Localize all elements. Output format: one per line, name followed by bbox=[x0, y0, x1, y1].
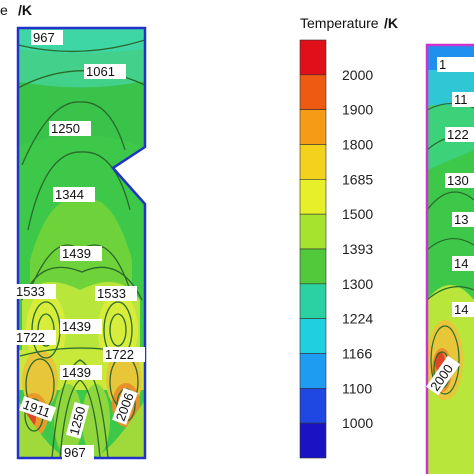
left-header-unit: /K bbox=[18, 2, 32, 18]
contour-label: 1722 bbox=[105, 347, 134, 362]
contour-label: 1722 bbox=[16, 330, 45, 345]
contour-label: 1344 bbox=[55, 187, 84, 202]
left-panel-header: e /K bbox=[0, 2, 32, 18]
colorbar-tick-label: 1500 bbox=[342, 206, 373, 222]
contour-label: 13 bbox=[454, 212, 468, 227]
contour-label: 130 bbox=[447, 173, 469, 188]
left-header-partial-title: e bbox=[0, 2, 8, 18]
colorbar-segment bbox=[299, 144, 327, 180]
legend-tick-labels: 2000 1900 1800 1685 1500 1393 1300 1224 1166 1100… bbox=[342, 67, 373, 431]
left-contour-labels: 967 1061 1250 1344 1439 1533 1533 1439 1… bbox=[14, 30, 145, 460]
colorbar-segment bbox=[299, 74, 327, 110]
contour-label: 1250 bbox=[66, 405, 88, 437]
legend-unit: /K bbox=[384, 15, 398, 31]
colorbar-tick-label: 1900 bbox=[342, 102, 373, 118]
contour-label: 1 bbox=[439, 57, 446, 72]
colorbar-segment bbox=[299, 248, 327, 285]
contour-label: 14 bbox=[454, 256, 468, 271]
colorbar-segment bbox=[299, 318, 327, 354]
colorbar-segment bbox=[299, 422, 327, 459]
contour-label: 1533 bbox=[16, 284, 45, 299]
contour-label: 1061 bbox=[86, 64, 115, 79]
contour-label: 967 bbox=[64, 445, 86, 460]
contour-label: 1250 bbox=[51, 121, 80, 136]
colorbar-segment bbox=[299, 353, 327, 389]
colorbar-segment bbox=[299, 283, 327, 319]
legend-title: Temperature bbox=[300, 15, 379, 31]
contour-label: 11 bbox=[454, 92, 468, 107]
colorbar-tick-label: 2000 bbox=[342, 67, 373, 83]
colorbar-tick-label: 1100 bbox=[342, 380, 372, 396]
colorbar-segment bbox=[299, 109, 327, 145]
colorbar-tick-label: 1000 bbox=[342, 415, 373, 431]
left-furnace-outline bbox=[16, 26, 147, 460]
right-furnace-outline bbox=[425, 43, 474, 474]
contour-label: 1439 bbox=[62, 365, 91, 380]
colorbar-tick-label: 1224 bbox=[342, 311, 373, 327]
colorbar-tick-label: 1685 bbox=[342, 171, 373, 187]
temperature-legend: Temperature /K 2000 1900 1800 1685 1500 1393 1… bbox=[299, 15, 398, 459]
colorbar-segment bbox=[299, 39, 327, 76]
contour-label: 967 bbox=[33, 30, 55, 45]
left-contour-panel: 967 1061 1250 1344 1439 1533 1533 1439 1… bbox=[14, 26, 147, 460]
colorbar-tick-label: 1166 bbox=[342, 346, 372, 362]
colorbar-tick-label: 1393 bbox=[342, 241, 373, 257]
contour-label: 1439 bbox=[62, 319, 91, 334]
contour-label: 1533 bbox=[97, 286, 126, 301]
colorbar-segment bbox=[299, 179, 327, 215]
colorbar-tick-label: 1800 bbox=[342, 137, 373, 153]
legend-colorbar bbox=[299, 39, 327, 459]
contour-label: 1439 bbox=[62, 246, 91, 261]
contour-label: 122 bbox=[447, 127, 469, 142]
right-contour-panel: 1 11 122 130 13 14 14 2000 bbox=[425, 43, 474, 474]
colorbar-segment bbox=[299, 388, 327, 424]
colorbar-segment bbox=[299, 213, 327, 250]
contour-label: 14 bbox=[454, 302, 468, 317]
colorbar-tick-label: 1300 bbox=[342, 276, 373, 292]
